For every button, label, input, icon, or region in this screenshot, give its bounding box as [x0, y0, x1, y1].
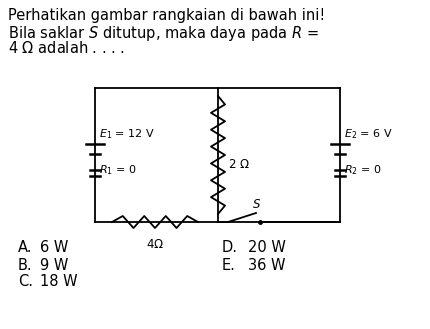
Text: C.: C.	[18, 274, 33, 290]
Text: 6 W: 6 W	[40, 240, 68, 256]
Text: 9 W: 9 W	[40, 258, 68, 272]
Text: 2 $\Omega$: 2 $\Omega$	[228, 159, 250, 171]
Text: $R_2$ = 0: $R_2$ = 0	[344, 163, 382, 177]
Text: $E_1$ = 12 V: $E_1$ = 12 V	[99, 127, 155, 141]
Text: 4$\Omega$: 4$\Omega$	[146, 238, 164, 251]
Text: Bila saklar $S$ ditutup, maka daya pada $R$ =: Bila saklar $S$ ditutup, maka daya pada …	[8, 24, 319, 43]
Text: $S$: $S$	[252, 198, 261, 211]
Text: E.: E.	[222, 258, 236, 272]
Text: Perhatikan gambar rangkaian di bawah ini!: Perhatikan gambar rangkaian di bawah ini…	[8, 8, 325, 23]
Text: 4 $\Omega$ adalah . . . .: 4 $\Omega$ adalah . . . .	[8, 40, 125, 56]
Text: 36 W: 36 W	[248, 258, 286, 272]
Text: 20 W: 20 W	[248, 240, 286, 256]
Text: D.: D.	[222, 240, 238, 256]
Text: $E_2$ = 6 V: $E_2$ = 6 V	[344, 127, 393, 141]
Text: 18 W: 18 W	[40, 274, 78, 290]
Text: A.: A.	[18, 240, 33, 256]
Text: B.: B.	[18, 258, 33, 272]
Text: $R_1$ = 0: $R_1$ = 0	[99, 163, 137, 177]
